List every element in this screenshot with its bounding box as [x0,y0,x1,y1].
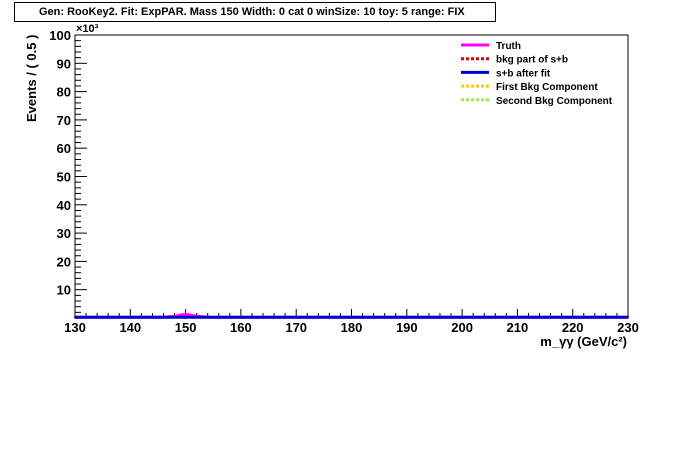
y-tick-label: 70 [57,113,71,128]
x-axis: 130 140 150 160 170 180 190 200 210 220 230 [64,309,639,335]
legend-label: First Bkg Component [496,82,598,93]
y-tick-label: 40 [57,198,71,213]
x-tick-label: 180 [341,320,363,335]
y-tick-label: 80 [57,85,71,100]
legend-label: bkg part of s+b [496,55,568,66]
chart-title: Gen: RooKey2. Fit: ExpPAR. Mass 150 Widt… [14,2,496,22]
x-tick-label: 200 [451,320,473,335]
y-axis-title: Events / ( 0.5 ) [24,35,39,122]
y-axis: 10 20 30 40 50 60 70 80 90 100 [49,28,87,313]
x-tick-label: 220 [562,320,584,335]
x-tick-label: 190 [396,320,418,335]
y-tick-label: 100 [49,28,71,43]
legend-label: Truth [496,41,521,52]
x-axis-title: m_γγ (GeV/c²) [540,334,627,349]
x-tick-label: 130 [64,320,86,335]
x-tick-label: 210 [507,320,529,335]
data-layer [73,312,630,319]
x-tick-label: 160 [230,320,252,335]
y-tick-label: 20 [57,254,71,269]
y-exponent-label: ×10³ [76,23,99,35]
y-tick-label: 90 [57,56,71,71]
legend: Truth bkg part of s+b s+b after fit First B… [461,41,613,107]
x-tick-label: 230 [617,320,639,335]
y-tick-label: 50 [57,170,71,185]
x-tick-label: 140 [119,320,141,335]
x-tick-label: 150 [175,320,197,335]
y-tick-label: 10 [57,283,71,298]
y-tick-label: 60 [57,141,71,156]
y-tick-label: 30 [57,226,71,241]
legend-label: s+b after fit [496,68,551,79]
x-tick-label: 170 [285,320,307,335]
legend-label: Second Bkg Component [496,96,613,107]
